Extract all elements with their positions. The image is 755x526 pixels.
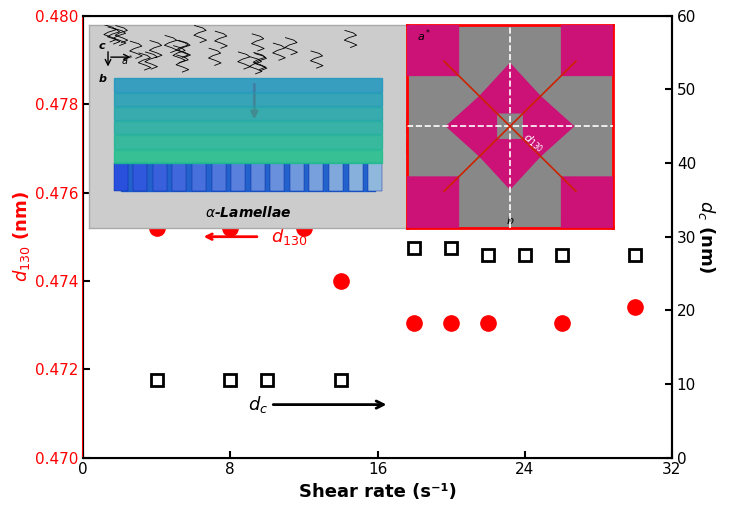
Text: $a^*$: $a^*$: [121, 54, 134, 67]
Text: $d_{130}$: $d_{130}$: [520, 130, 547, 155]
Bar: [290, 163, 304, 191]
Polygon shape: [562, 177, 613, 228]
Polygon shape: [121, 163, 375, 191]
Polygon shape: [407, 177, 458, 228]
Bar: [251, 163, 265, 191]
Text: b: b: [98, 74, 106, 84]
Polygon shape: [446, 82, 496, 171]
Text: $d_{130}$: $d_{130}$: [272, 226, 308, 247]
Text: c: c: [98, 41, 105, 51]
Bar: [211, 163, 226, 191]
Bar: [192, 163, 206, 191]
Polygon shape: [562, 25, 613, 75]
Text: $\alpha$-Lamellae: $\alpha$-Lamellae: [205, 205, 291, 220]
Bar: [349, 163, 362, 191]
Polygon shape: [114, 121, 381, 134]
Text: $d_c$: $d_c$: [248, 394, 384, 415]
X-axis label: Shear rate (s⁻¹): Shear rate (s⁻¹): [299, 483, 456, 501]
Bar: [172, 163, 186, 191]
Polygon shape: [114, 149, 381, 163]
Polygon shape: [407, 25, 458, 75]
Polygon shape: [114, 78, 381, 92]
Polygon shape: [407, 25, 458, 75]
Bar: [153, 163, 167, 191]
Bar: [329, 163, 343, 191]
Polygon shape: [114, 107, 381, 120]
Y-axis label: $d_{130}$ (nm): $d_{130}$ (nm): [11, 191, 32, 282]
Polygon shape: [407, 177, 458, 228]
Bar: [231, 163, 245, 191]
Polygon shape: [464, 140, 556, 189]
Y-axis label: $d_c$ (nm): $d_c$ (nm): [696, 200, 717, 274]
Polygon shape: [562, 25, 613, 75]
Text: b: b: [507, 216, 513, 226]
Polygon shape: [562, 177, 613, 228]
Bar: [270, 163, 285, 191]
Polygon shape: [114, 93, 381, 106]
Bar: [368, 163, 382, 191]
Polygon shape: [524, 82, 574, 171]
Bar: [114, 163, 128, 191]
Text: $a^*$: $a^*$: [418, 28, 432, 44]
Bar: [310, 163, 323, 191]
Polygon shape: [464, 64, 556, 113]
Polygon shape: [114, 135, 381, 149]
Bar: [134, 163, 147, 191]
